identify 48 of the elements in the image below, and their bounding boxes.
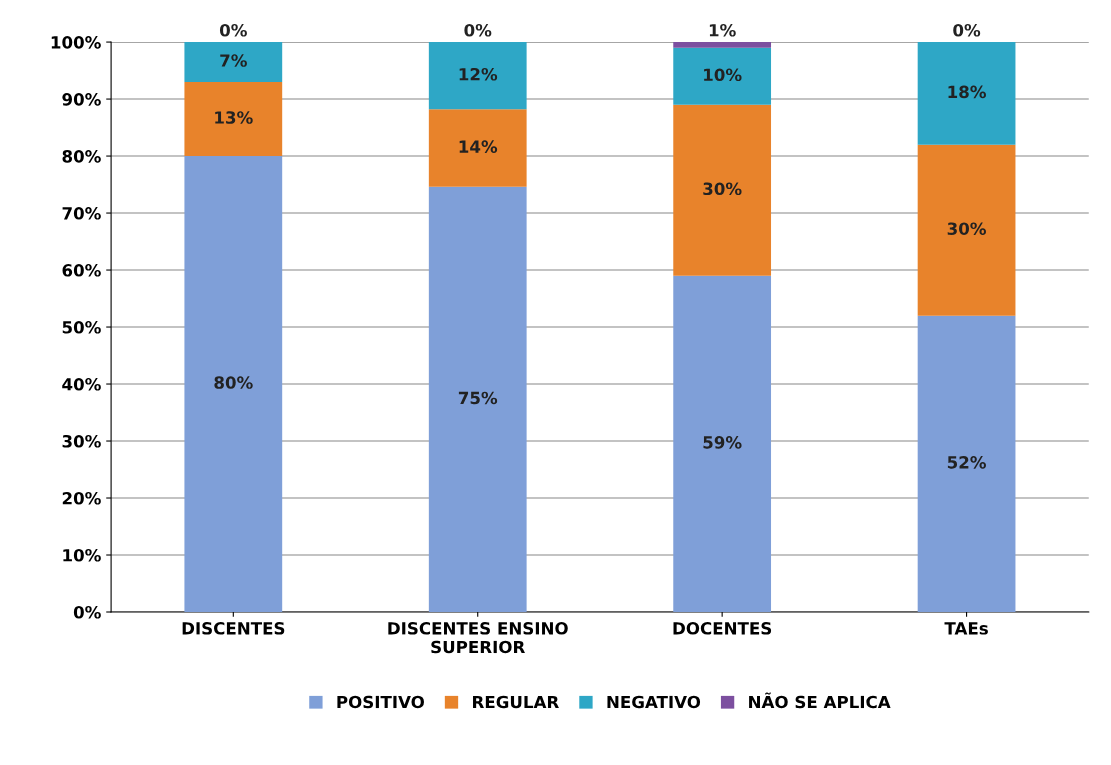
bar	[917, 144, 1016, 316]
data-label: 30%	[947, 222, 986, 235]
bar	[184, 156, 283, 612]
y-tick-label: 30%	[62, 434, 101, 448]
data-label: 0%	[953, 23, 981, 37]
data-label: 12%	[459, 67, 498, 81]
data-label: 7%	[220, 54, 247, 67]
data-label: 0%	[464, 23, 492, 37]
y-tick-label: 50%	[62, 321, 101, 334]
x-tick-label: TAEs	[944, 622, 988, 635]
x-tick-label: DISCENTES ENSINO SUPERIOR	[388, 622, 568, 654]
y-tick-label: 100%	[51, 36, 101, 49]
bar	[673, 104, 772, 276]
bar	[184, 42, 283, 82]
bar	[428, 42, 527, 110]
x-tick-label: DOCENTES	[673, 622, 772, 635]
data-label: 13%	[215, 111, 253, 124]
data-label: 30%	[703, 182, 742, 196]
data-label: 52%	[947, 456, 986, 469]
legend-label: POSITIVO	[337, 695, 424, 709]
bar	[673, 275, 772, 612]
bar	[673, 47, 772, 105]
data-label: 14%	[459, 140, 498, 153]
y-tick-label: 10%	[63, 548, 101, 562]
y-tick-label: 40%	[62, 377, 101, 391]
bar	[184, 81, 283, 157]
bar	[428, 109, 527, 187]
y-tick-label: 0%	[73, 605, 101, 619]
data-label: 80%	[214, 376, 253, 389]
data-label: 75%	[458, 391, 498, 405]
data-label: 10%	[704, 68, 742, 82]
y-tick-label: 60%	[62, 264, 101, 277]
data-label: 18%	[948, 85, 986, 99]
data-label: 0%	[219, 23, 247, 37]
y-tick-label: 90%	[62, 93, 101, 106]
legend-label: REGULAR	[473, 695, 559, 709]
x-tick-label: DISCENTES	[182, 622, 285, 635]
data-label: 59%	[703, 436, 742, 449]
y-tick-label: 70%	[62, 207, 101, 220]
bar	[917, 42, 1016, 145]
bar	[673, 42, 772, 48]
data-label: 1%	[709, 23, 736, 37]
bar	[917, 315, 1016, 612]
legend-label: NÃO SE APLICA	[749, 692, 891, 709]
bar	[428, 186, 527, 612]
legend-label: NEGATIVO	[607, 695, 701, 709]
y-tick-label: 20%	[62, 491, 101, 505]
y-tick-label: 80%	[62, 150, 101, 163]
